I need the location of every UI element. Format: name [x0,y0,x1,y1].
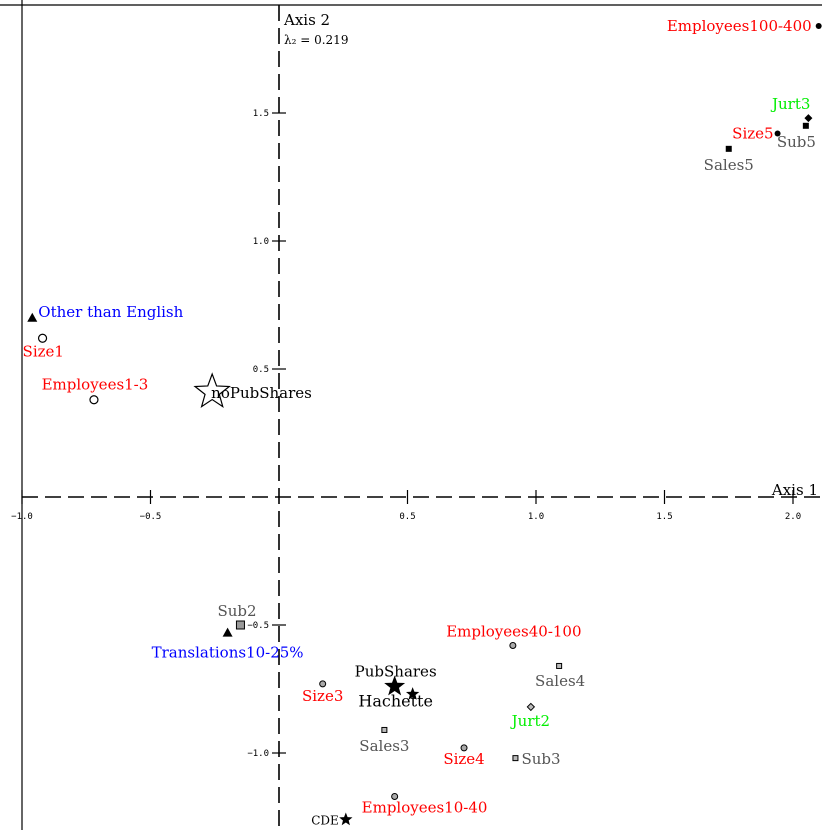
marker-employees1-3 [89,395,99,405]
point-label-nopubshares: noPubShares [211,384,312,402]
marker-jurt3 [804,114,813,123]
marker-hachette [405,687,420,700]
marker-jurt2 [526,702,536,712]
marker-pubshares [384,675,406,696]
y-axis-label: Axis 2 [283,11,330,29]
marker-sub5 [802,122,809,129]
y-tick-label: −1.0 [247,749,269,759]
point-label-hachette: Hachette [358,691,433,710]
point-label-other-than-english: Other than English [38,303,183,321]
point-label-size3: Size3 [302,687,343,705]
axes [22,5,822,830]
x-tick-label: −0.5 [140,512,162,522]
marker-size4 [460,744,468,752]
point-label-employees100-400: Employees100-400 [667,17,812,35]
point-label-sales3: Sales3 [359,737,409,755]
marker-nopubshares [193,372,231,409]
marker-size5 [774,130,781,137]
marker-sub2 [235,620,245,630]
point-label-sub2: Sub2 [217,602,256,620]
point-label-size1: Size1 [23,342,64,360]
x-tick-label: 2.0 [785,512,801,522]
point-label-sales4: Sales4 [535,672,585,690]
x-tick-label: 1.5 [656,512,672,522]
y-tick-label: −0.5 [247,621,269,631]
x-axis-label: Axis 1 [771,481,818,499]
marker-employees100-400 [815,22,822,29]
marker-sales4 [556,662,563,669]
point-label-employees10-40: Employees10-40 [362,799,488,817]
point-label-employees40-100: Employees40-100 [446,622,581,640]
x-tick-label: −1.0 [11,512,33,522]
y-tick-label: 1.0 [253,237,269,247]
marker-sub3 [512,755,519,762]
y-tick-label: 0.5 [253,365,269,375]
x-tick-label: 0.5 [399,512,415,522]
point-label-sub3: Sub3 [521,750,560,768]
marker-employees10-40 [391,793,399,801]
point-label-jurt2: Jurt2 [510,712,550,730]
point-label-size5: Size5 [732,124,773,142]
marker-translations10-25- [222,627,233,637]
marker-size1 [37,333,48,343]
data-points: Employees100-400 Jurt3 Size5 Sub5 Sales5 Othe… [23,17,822,828]
marker-sales3 [381,726,388,733]
point-label-sales5: Sales5 [704,156,754,174]
ticks: −1.0 −0.5 0.5 1.0 1.5 2.0 −1.0 −0.5 0.5 1.0 1.5 [11,109,801,759]
point-label-translations10-25-: Translations10-25% [152,644,304,662]
point-label-employees1-3: Employees1-3 [42,376,149,394]
marker-other-than-english [27,312,38,322]
point-label-pubshares: PubShares [355,662,437,680]
marker-size3 [319,680,327,688]
marker-sales5 [725,145,732,152]
point-label-jurt3: Jurt3 [770,95,810,113]
marker-cde [339,812,353,826]
point-label-cde: CDE [311,814,339,828]
point-label-sub5: Sub5 [777,133,816,151]
point-label-size4: Size4 [443,750,484,768]
marker-employees40-100 [509,641,517,649]
y-tick-label: 1.5 [253,109,269,119]
y-axis-eigenvalue-label: λ₂ = 0.219 [284,33,348,47]
axis-labels: Axis 1 Axis 2 λ₂ = 0.219 [283,11,818,499]
x-tick-label: 1.0 [528,512,544,522]
